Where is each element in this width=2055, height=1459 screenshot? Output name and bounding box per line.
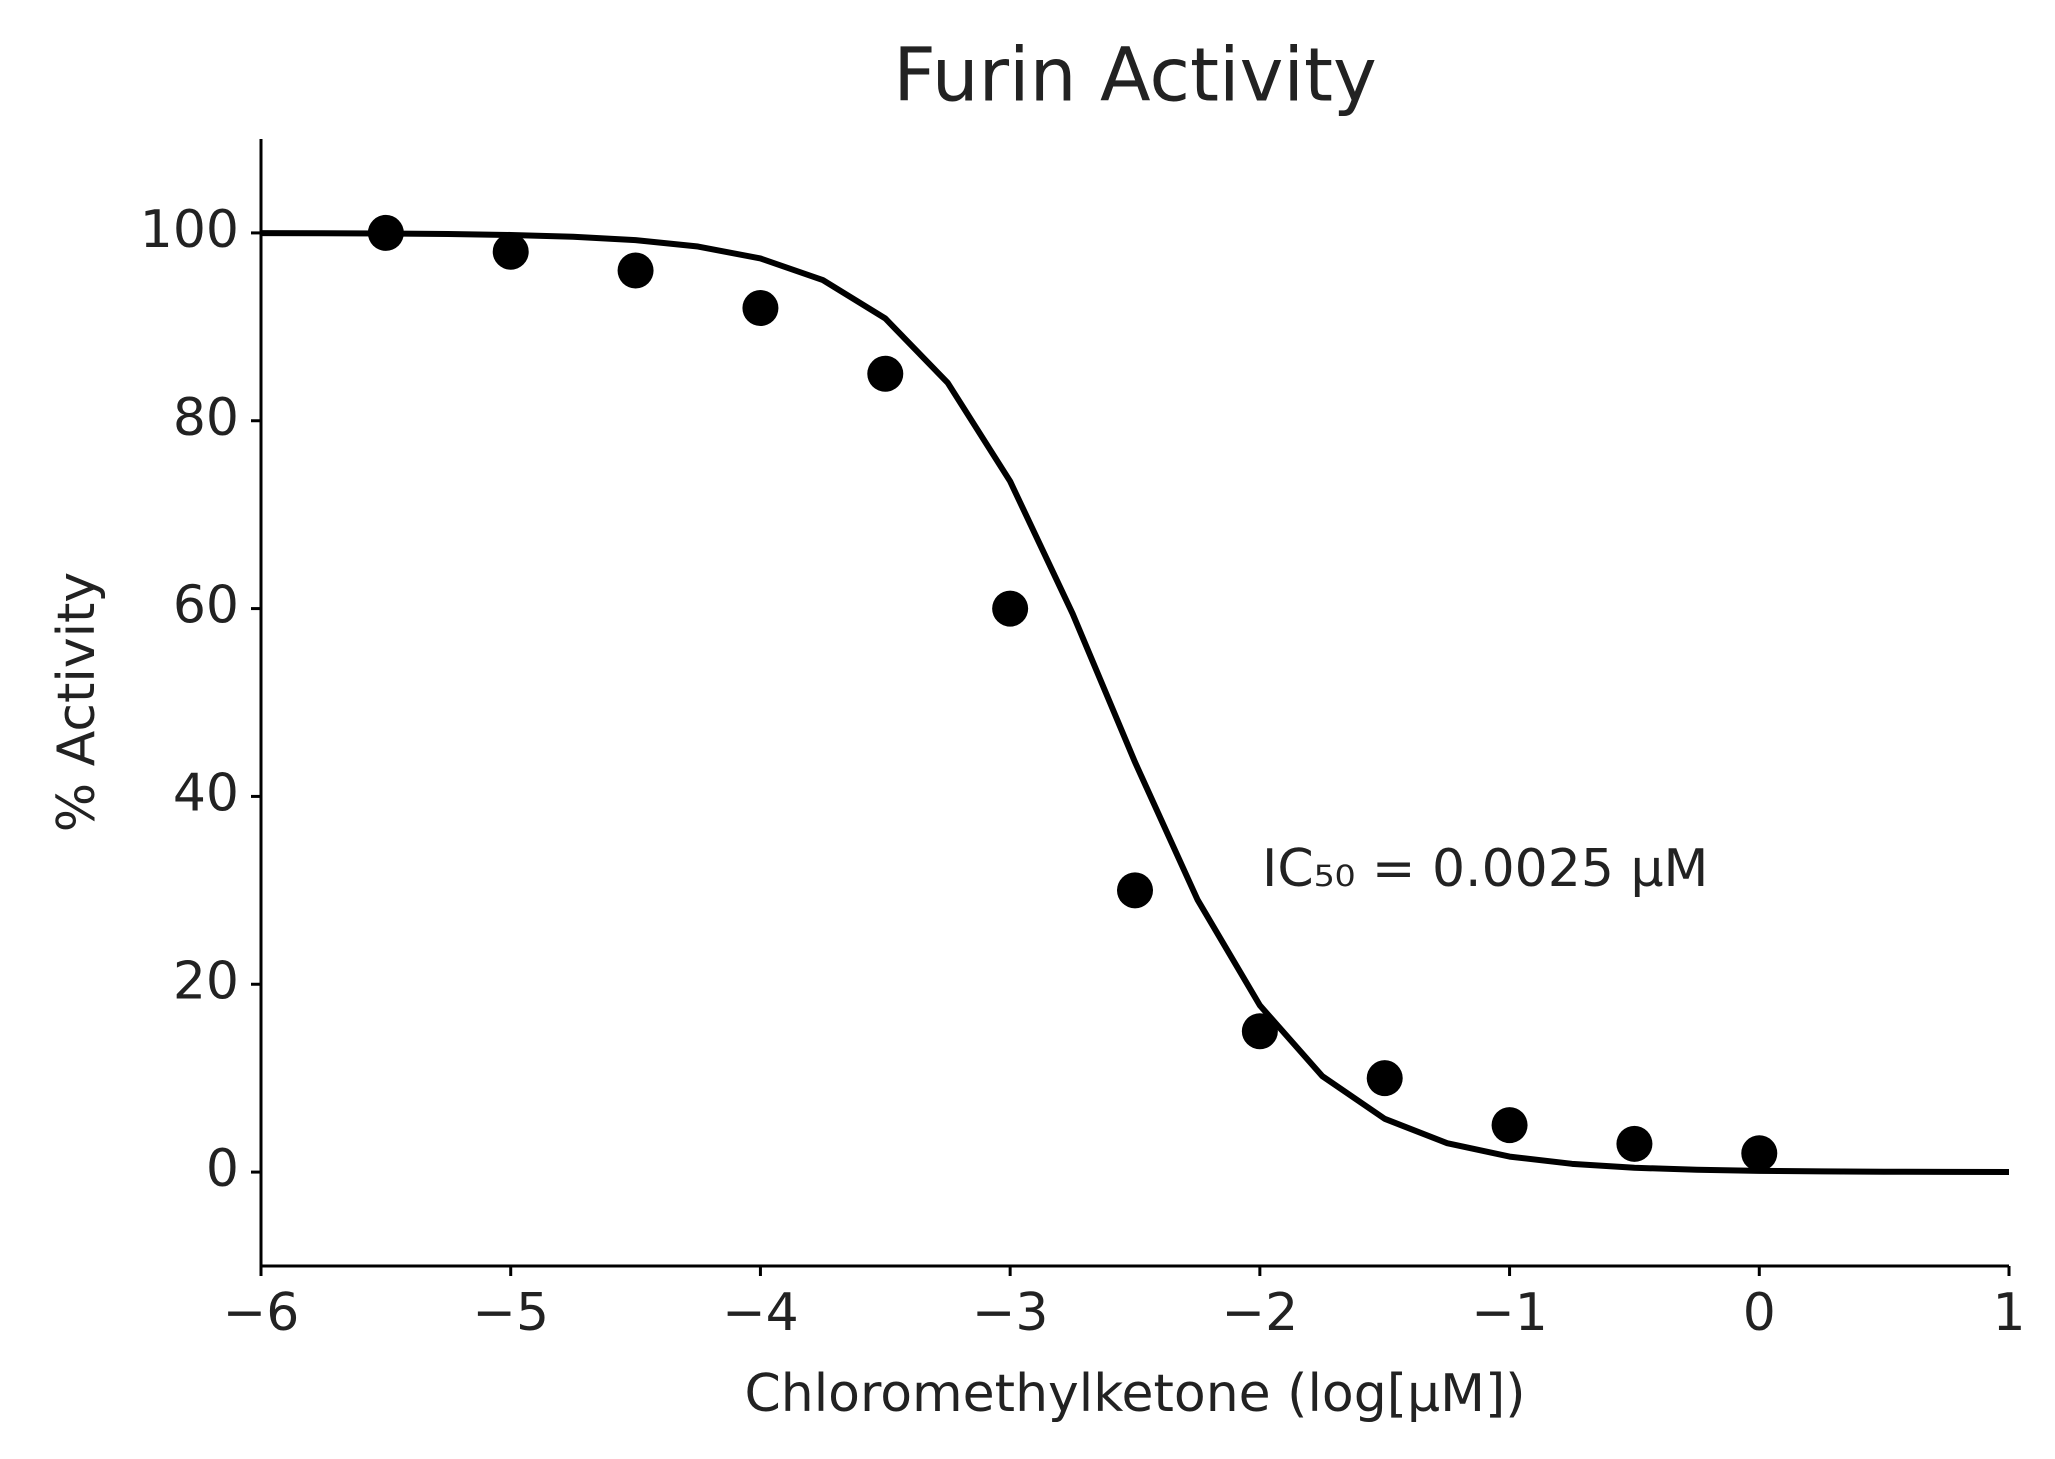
data-point (742, 290, 779, 327)
data-point (1117, 872, 1153, 909)
y-tick-label: 0 (206, 1139, 239, 1199)
y-tick-label: 100 (140, 200, 239, 260)
x-tick-label: 0 (1743, 1283, 1776, 1343)
x-tick-label: −1 (1471, 1283, 1548, 1343)
y-tick-label: 40 (173, 763, 239, 823)
annotation: IC₅₀ = 0.0025 μM (1262, 839, 1708, 899)
data-point (867, 355, 904, 392)
x-tick-label: −6 (223, 1283, 300, 1343)
data-point (1616, 1125, 1653, 1162)
x-axis-label: Chloromethylketone (log[μM]) (744, 1364, 1525, 1424)
data-point (1241, 1013, 1278, 1050)
data-point (492, 233, 529, 270)
y-axis-label: % Activity (47, 572, 107, 832)
data-point (1366, 1060, 1403, 1097)
x-tick-label: −3 (972, 1283, 1049, 1343)
data-point (1741, 1135, 1778, 1172)
data-point (1491, 1107, 1528, 1144)
chart-title: Furin Activity (893, 33, 1377, 119)
data-point (617, 252, 654, 289)
x-tick-label: −5 (472, 1283, 549, 1343)
data-point (367, 214, 404, 251)
y-tick-label: 60 (173, 576, 239, 636)
fit-curve (260, 230, 2010, 1175)
x-tick-label: 1 (1992, 1283, 2025, 1343)
x-tick-label: −2 (1222, 1283, 1299, 1343)
x-tick-label: −4 (722, 1283, 799, 1343)
y-tick-label: 80 (173, 388, 239, 448)
y-tick-label: 20 (173, 951, 239, 1011)
data-point (992, 590, 1029, 627)
